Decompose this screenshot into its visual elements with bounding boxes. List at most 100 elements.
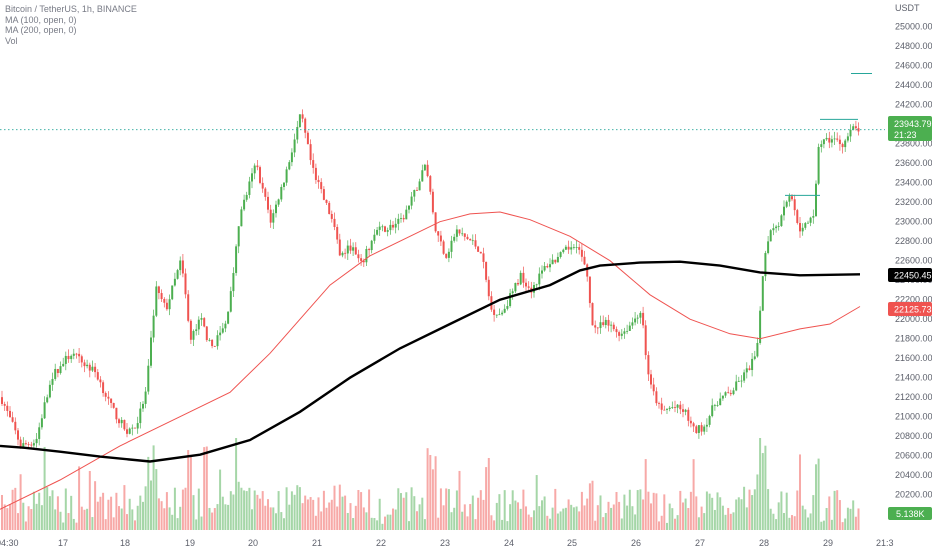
candle-body	[171, 285, 174, 300]
candle-body	[689, 420, 692, 424]
candle-body	[671, 407, 674, 408]
candle-body	[309, 144, 312, 161]
candle-body	[389, 224, 392, 231]
volume-bar	[846, 507, 849, 530]
volume-bar	[376, 520, 379, 530]
volume-bar	[40, 505, 43, 530]
volume-bar	[642, 499, 645, 530]
volume-bar	[197, 488, 200, 530]
legend-ma200[interactable]: MA (200, open, 0)	[5, 25, 77, 35]
volume-bar	[309, 497, 312, 530]
volume-bar	[251, 509, 253, 530]
volume-bar	[549, 518, 551, 530]
volume-bar	[713, 509, 716, 530]
candle-body	[134, 427, 136, 429]
volume-bar	[759, 438, 762, 530]
volume-bar	[384, 516, 386, 530]
candle-body	[501, 312, 504, 315]
volume-bar	[783, 512, 785, 530]
candle-body	[841, 144, 844, 148]
volume-bar	[711, 497, 714, 530]
candle-body	[469, 239, 472, 241]
candle-body	[519, 272, 522, 285]
candle-body	[349, 245, 352, 251]
time-tick-label: 23	[440, 538, 450, 548]
volume-bar	[607, 501, 610, 530]
legend-ma100[interactable]: MA (100, open, 0)	[5, 14, 77, 25]
candle-body	[626, 330, 629, 332]
legend-volume[interactable]: Vol	[5, 35, 18, 46]
currency-label: USDT	[895, 3, 920, 13]
candle-body	[756, 342, 759, 357]
volume-bar	[418, 504, 421, 530]
candle-body	[362, 260, 365, 263]
candle-body	[269, 209, 272, 223]
price-axis-background[interactable]	[885, 0, 932, 534]
volume-bar	[171, 514, 174, 530]
volume-bar	[205, 446, 208, 530]
volume-bar	[235, 438, 238, 530]
candle-body	[290, 152, 293, 163]
candle-body	[780, 215, 783, 227]
candle-body	[325, 199, 328, 203]
volume-bar	[134, 520, 136, 530]
volume-bar	[163, 508, 166, 530]
candle-body	[312, 160, 315, 168]
volume-bar	[530, 517, 533, 530]
volume-bar	[639, 489, 642, 530]
volume-bar	[192, 495, 195, 530]
volume-bar	[216, 504, 219, 530]
volume-bar	[825, 507, 828, 530]
time-axis-background[interactable]	[0, 534, 932, 550]
volume-bar	[24, 521, 27, 530]
candle-body	[682, 409, 684, 412]
volume-bar	[296, 485, 299, 530]
candle-body	[785, 201, 788, 207]
volume-bar	[35, 503, 38, 530]
volume-bar	[735, 499, 738, 530]
candle-body	[322, 189, 325, 200]
candle-body	[102, 382, 105, 394]
candle-body	[674, 407, 676, 408]
candle-body	[439, 235, 442, 242]
volume-bar	[477, 497, 480, 530]
price-tick-label: 21000.00	[895, 412, 932, 422]
volume-bar	[99, 496, 102, 530]
volume-bar	[352, 518, 355, 530]
candle-body	[604, 319, 607, 326]
price-tick-label: 22000.00	[895, 314, 932, 324]
candle-body	[804, 223, 807, 228]
volume-bar	[120, 508, 123, 530]
volume-bar	[482, 499, 485, 530]
ma200-tag: 22450.45	[888, 268, 932, 282]
candle-body	[556, 256, 559, 263]
volume-bar	[59, 511, 62, 530]
volume-bar	[224, 504, 227, 530]
candle-body	[583, 256, 586, 265]
candle-body	[346, 245, 349, 254]
volume-bar	[64, 488, 67, 530]
candle-body	[815, 183, 817, 217]
candle-body	[46, 397, 49, 403]
volume-bar	[445, 488, 448, 530]
volume-bar	[854, 516, 857, 530]
volume-bar	[253, 490, 256, 530]
volume-bar	[775, 519, 778, 530]
price-tick-label: 20200.00	[895, 490, 932, 500]
candle-body	[703, 426, 706, 432]
volume-bar	[519, 508, 522, 530]
volume-bar	[559, 511, 562, 530]
candle-body	[354, 247, 357, 255]
volume-bar	[88, 470, 91, 530]
legend-symbol[interactable]: Bitcoin / TetherUS, 1h, BINANCE	[5, 4, 137, 14]
volume-bar	[400, 493, 402, 530]
volume-bar	[780, 491, 783, 530]
volume-bar	[442, 505, 445, 530]
candle-body	[745, 368, 748, 373]
volume-bar	[543, 496, 546, 530]
chart-legend[interactable]: Bitcoin / TetherUS, 1h, BINANCE MA (100,…	[5, 4, 137, 46]
candle-body	[78, 353, 81, 357]
candle-body	[447, 251, 450, 258]
volume-bar	[849, 508, 852, 530]
